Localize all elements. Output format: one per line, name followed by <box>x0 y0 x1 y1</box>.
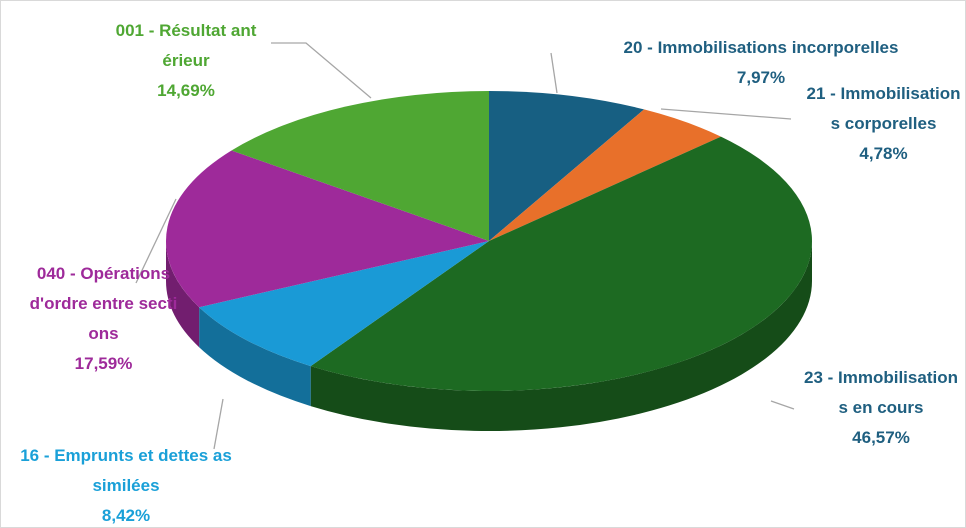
label-name: 20 - Immobilisations incorporelles <box>623 38 899 57</box>
leader-line <box>135 198 177 284</box>
leader-line <box>271 42 372 99</box>
label-name: 001 - Résultat antérieur <box>115 21 257 70</box>
data-label: 040 - Opérations d'ordre entre sections 1… <box>26 259 181 379</box>
label-value: 8,42% <box>101 506 151 525</box>
slice <box>199 241 489 367</box>
leader-line <box>660 108 792 120</box>
data-label: 20 - Immobilisations incorporelles 7,97% <box>576 33 946 93</box>
leader-line <box>770 400 795 410</box>
data-label: 16 - Emprunts et dettes assimilées 8,42% <box>16 441 236 527</box>
slice-side <box>199 307 311 407</box>
slice-side <box>310 241 812 431</box>
label-value: 14,69% <box>157 81 215 100</box>
label-value: 17,59% <box>74 354 133 373</box>
slice <box>165 150 489 308</box>
label-name: 23 - Immobilisations en cours <box>804 368 958 417</box>
label-name: 16 - Emprunts et dettes assimilées <box>20 446 232 495</box>
leader-line <box>213 398 224 450</box>
label-value: 7,97% <box>736 68 786 87</box>
slice <box>489 109 721 242</box>
slice <box>231 91 490 241</box>
slice <box>310 136 812 391</box>
slice <box>489 91 645 241</box>
leader-line <box>550 52 558 94</box>
label-value: 4,78% <box>859 144 908 163</box>
label-value: 46,57% <box>852 428 910 447</box>
data-label: 21 - Immobilisations corporelles 4,78% <box>806 79 961 169</box>
label-name: 040 - Opérations d'ordre entre sections <box>29 264 178 343</box>
label-name: 21 - Immobilisations corporelles <box>806 84 961 133</box>
slice-side <box>166 241 200 348</box>
data-label: 001 - Résultat antérieur 14,69% <box>111 16 261 106</box>
data-label: 23 - Immobilisations en cours 46,57% <box>801 363 961 453</box>
